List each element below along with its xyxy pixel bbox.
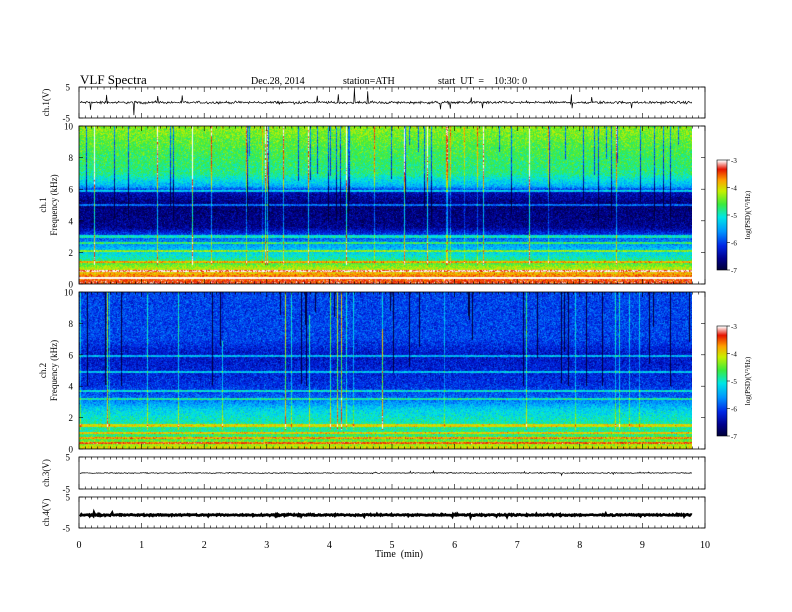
x-tick-label: 2 bbox=[202, 540, 207, 551]
date-label: Dec.28, 2014 bbox=[251, 76, 305, 87]
y-tick-label: -5 bbox=[63, 114, 71, 124]
spectrogram-channel-label: ch.2 bbox=[38, 363, 48, 378]
y-tick-label: 8 bbox=[69, 153, 74, 163]
colorbar-label: log(PSD)(V²/Hz) bbox=[744, 190, 752, 239]
colorbar-label: log(PSD)(V²/Hz) bbox=[744, 356, 752, 405]
station-label: station=ATH bbox=[343, 76, 395, 87]
y-tick-label: 5 bbox=[66, 83, 71, 93]
colorbar-tick-label: -3 bbox=[731, 323, 737, 331]
y-tick-label: 0 bbox=[69, 445, 74, 455]
x-tick-label: 3 bbox=[264, 540, 269, 551]
spectrogram-image bbox=[79, 292, 692, 449]
ch1-spectrogram-panel: 0 2 4 6 8 10 ch.1 Frequency (kHz) -3 -4 -5 -6 -7 log(… bbox=[38, 122, 752, 290]
spectrogram-channel-label: ch.1 bbox=[38, 197, 48, 212]
y-tick-label: 6 bbox=[69, 350, 74, 360]
waveform-y-label: ch.1(V) bbox=[41, 89, 51, 117]
x-tick-label: 5 bbox=[390, 540, 395, 551]
y-tick-label: 4 bbox=[69, 216, 74, 226]
y-tick-label: 4 bbox=[69, 382, 74, 392]
x-axis-label: Time (min) bbox=[375, 549, 423, 560]
ch3-waveform-panel: 5 -5 ch.3(V) bbox=[41, 453, 706, 495]
colorbar-tick-label: -6 bbox=[731, 240, 737, 248]
waveform-background bbox=[79, 497, 705, 528]
colorbar bbox=[717, 160, 727, 270]
chart-title: VLF Spectra bbox=[80, 72, 147, 87]
spectrogram-frequency-label: Frequency (kHz) bbox=[49, 340, 59, 401]
colorbar-tick-label: -6 bbox=[731, 406, 737, 414]
colorbar-tick-label: -5 bbox=[731, 378, 737, 386]
spectrogram-image bbox=[79, 126, 692, 284]
y-tick-label: 0 bbox=[69, 280, 74, 290]
y-tick-label: 8 bbox=[69, 319, 74, 329]
ch2-spectrogram-panel: 0 2 4 6 8 10 ch.2 Frequency (kHz) -3 -4 -5 -6 -7 log(… bbox=[38, 288, 752, 455]
x-tick-label: 1 bbox=[139, 540, 144, 551]
x-tick-label: 0 bbox=[77, 540, 82, 551]
x-tick-label: 9 bbox=[640, 540, 645, 551]
y-tick-label: 10 bbox=[64, 288, 74, 298]
x-tick-label: 4 bbox=[327, 540, 332, 551]
y-tick-label: 10 bbox=[64, 122, 74, 132]
ch1-waveform-panel: 5 -5 ch.1(V) bbox=[41, 83, 706, 124]
time-axis: 0 1 2 3 4 5 6 7 8 9 10 bbox=[77, 540, 711, 551]
y-tick-label: -5 bbox=[63, 485, 71, 495]
colorbar-tick-label: -7 bbox=[731, 433, 737, 441]
start-time-label: start UT = 10:30: 0 bbox=[438, 76, 527, 87]
x-tick-label: 7 bbox=[515, 540, 520, 551]
y-tick-label: 5 bbox=[66, 453, 71, 463]
ch4-waveform-panel: 5 -5 ch.4(V) bbox=[41, 493, 706, 534]
x-tick-label: 6 bbox=[452, 540, 457, 551]
colorbar-tick-label: -4 bbox=[731, 351, 737, 359]
y-tick-label: 6 bbox=[69, 185, 74, 195]
waveform-y-label: ch.4(V) bbox=[41, 499, 51, 527]
y-tick-label: 5 bbox=[66, 493, 71, 503]
x-tick-label: 8 bbox=[577, 540, 582, 551]
y-tick-label: -5 bbox=[63, 524, 71, 534]
colorbar-tick-label: -3 bbox=[731, 157, 737, 165]
spectrogram-frequency-label: Frequency (kHz) bbox=[49, 174, 59, 235]
colorbar-tick-label: -4 bbox=[731, 185, 737, 193]
colorbar-tick-label: -7 bbox=[731, 267, 737, 275]
waveform-trace bbox=[79, 470, 693, 477]
y-tick-label: 2 bbox=[69, 248, 74, 258]
waveform-trace bbox=[79, 88, 693, 116]
waveform-trace bbox=[79, 508, 693, 521]
colorbar bbox=[717, 326, 727, 436]
x-tick-label: 10 bbox=[700, 540, 710, 551]
colorbar-tick-label: -5 bbox=[731, 212, 737, 220]
y-tick-label: 2 bbox=[69, 413, 74, 423]
waveform-y-label: ch.3(V) bbox=[41, 459, 51, 487]
